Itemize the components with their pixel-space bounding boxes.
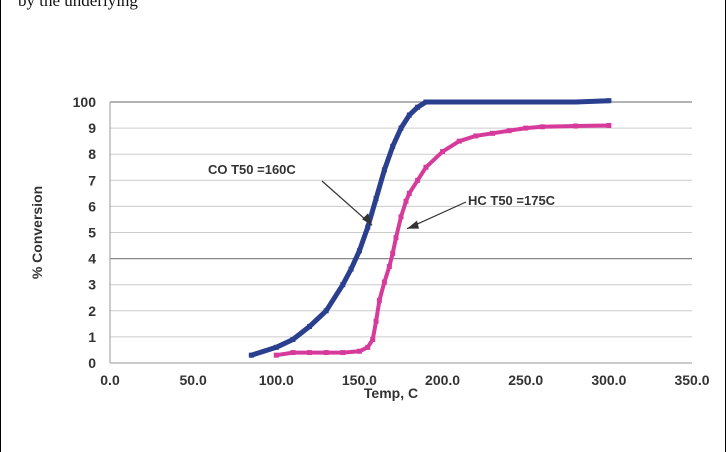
annotation-hc-t50: HC T50 =175C xyxy=(468,193,556,208)
data-point xyxy=(440,149,446,155)
data-point xyxy=(323,308,329,314)
data-point xyxy=(348,266,354,272)
data-point xyxy=(386,263,392,269)
y-tick-label: 100 xyxy=(73,94,97,110)
data-point xyxy=(406,112,412,118)
data-point xyxy=(393,235,399,241)
data-point xyxy=(539,124,545,130)
data-point xyxy=(423,99,429,105)
data-point xyxy=(473,133,479,139)
data-point xyxy=(307,350,313,356)
data-point xyxy=(523,125,529,131)
data-point xyxy=(403,198,409,204)
x-tick-label: 150.0 xyxy=(342,372,377,388)
data-point xyxy=(290,350,296,356)
data-point xyxy=(376,297,382,303)
data-point xyxy=(273,352,279,358)
data-point xyxy=(506,128,512,134)
x-tick-label: 0.0 xyxy=(100,372,120,388)
data-point xyxy=(381,279,387,285)
data-point xyxy=(440,99,446,105)
data-point xyxy=(415,177,421,183)
y-tick-label: 5 xyxy=(88,225,96,241)
data-point xyxy=(340,282,346,288)
x-axis-label: Temp, C xyxy=(364,385,418,401)
x-tick-label: 200.0 xyxy=(425,372,460,388)
data-point xyxy=(390,250,396,256)
data-point xyxy=(398,125,404,131)
data-point xyxy=(373,318,379,324)
y-tick-label: 3 xyxy=(88,277,96,293)
data-point xyxy=(390,143,396,149)
data-point xyxy=(415,104,421,110)
y-tick-label: 2 xyxy=(88,303,96,319)
y-tick-label: 0 xyxy=(88,355,96,371)
data-point xyxy=(365,224,371,230)
data-point xyxy=(573,99,579,105)
y-tick-label: 6 xyxy=(88,198,96,214)
data-point xyxy=(323,350,329,356)
x-tick-label: 300.0 xyxy=(591,372,626,388)
x-tick-label: 100.0 xyxy=(259,372,294,388)
data-point xyxy=(606,122,612,128)
data-point xyxy=(573,123,579,129)
data-point xyxy=(406,190,412,196)
x-tick-label: 250.0 xyxy=(508,372,543,388)
x-tick-label: 50.0 xyxy=(180,372,207,388)
series-line-2 xyxy=(274,123,611,358)
data-point xyxy=(356,348,362,354)
y-tick-label: 1 xyxy=(88,329,96,345)
data-point xyxy=(340,350,346,356)
data-point xyxy=(307,323,313,329)
data-point xyxy=(365,344,371,350)
data-point xyxy=(290,337,296,343)
data-point xyxy=(273,344,279,350)
data-point xyxy=(381,167,387,173)
data-point xyxy=(489,130,495,136)
caption-text-fragment: by the underlying xyxy=(18,0,138,10)
data-point xyxy=(370,337,376,343)
y-tick-label: 7 xyxy=(88,172,96,188)
data-point xyxy=(523,99,529,105)
data-point xyxy=(473,99,479,105)
series-line-1 xyxy=(248,98,612,358)
data-point xyxy=(456,138,462,144)
data-point xyxy=(398,214,404,220)
data-point xyxy=(606,98,612,104)
x-tick-label: 350.0 xyxy=(674,372,709,388)
annotation-arrowhead-co xyxy=(362,213,373,226)
y-tick-label: 4 xyxy=(88,251,96,267)
data-point xyxy=(248,352,254,358)
y-tick-label: 9 xyxy=(88,120,96,136)
y-tick-label: 8 xyxy=(88,146,96,162)
data-point xyxy=(423,164,429,170)
annotation-arrowhead-hc xyxy=(407,220,419,229)
data-point xyxy=(373,196,379,202)
data-point xyxy=(356,248,362,254)
annotation-co-t50: CO T50 =160C xyxy=(208,162,296,177)
y-axis-label: % Conversion xyxy=(29,186,45,279)
